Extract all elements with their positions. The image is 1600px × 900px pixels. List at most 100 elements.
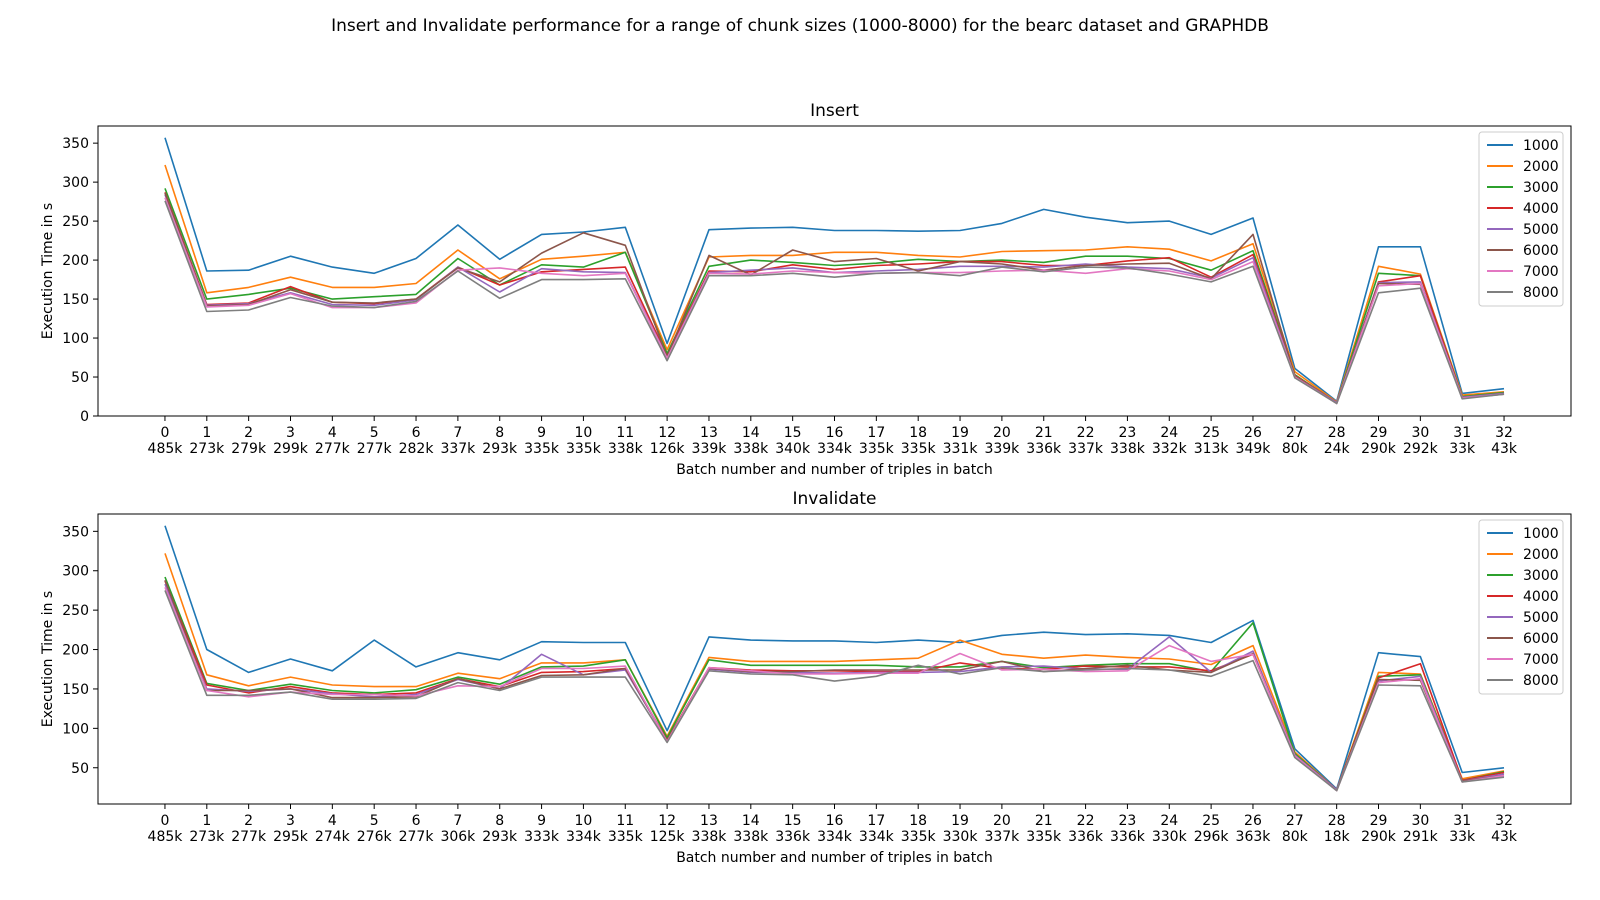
x-tick-sublabel: 339k xyxy=(984,441,1020,457)
x-tick-sublabel: 330k xyxy=(943,829,979,845)
x-tick-sublabel: 333k xyxy=(524,829,560,845)
x-tick-sublabel: 335k xyxy=(901,441,937,457)
series-line-8000 xyxy=(164,590,1505,792)
x-tick-sublabel: 334k xyxy=(817,829,853,845)
x-tick-sublabel: 33k xyxy=(1449,829,1476,845)
x-tick-sublabel: 313k xyxy=(1194,441,1230,457)
x-tick-label: 16 xyxy=(826,425,844,441)
x-tick-label: 3 xyxy=(286,813,295,829)
x-tick-label: 25 xyxy=(1202,425,1220,441)
legend-label-1000: 1000 xyxy=(1523,526,1559,542)
x-tick-sublabel: 125k xyxy=(650,829,686,845)
x-tick-sublabel: 337k xyxy=(984,829,1020,845)
legend-label-3000: 3000 xyxy=(1523,568,1559,584)
x-tick-label: 27 xyxy=(1286,813,1304,829)
y-axis-label: Execution Time in s xyxy=(40,591,56,727)
x-tick-sublabel: 80k xyxy=(1282,441,1309,457)
x-tick-sublabel: 334k xyxy=(566,829,602,845)
x-tick-label: 21 xyxy=(1035,425,1053,441)
y-tick-label: 300 xyxy=(62,175,89,191)
y-tick-label: 150 xyxy=(62,682,89,698)
x-tick-label: 1 xyxy=(202,813,211,829)
x-tick-label: 9 xyxy=(537,813,546,829)
x-tick-label: 9 xyxy=(537,425,546,441)
x-tick-sublabel: 293k xyxy=(482,441,518,457)
legend-label-1000: 1000 xyxy=(1523,138,1559,154)
series-line-5000 xyxy=(164,194,1505,404)
legend: 1000 2000 3000 4000 5000 6000 7000 8000 xyxy=(1478,131,1564,307)
x-tick-label: 7 xyxy=(453,813,462,829)
x-tick-label: 4 xyxy=(328,813,337,829)
x-tick-label: 5 xyxy=(370,813,379,829)
x-tick-sublabel: 290k xyxy=(1361,829,1397,845)
chart-title: Insert xyxy=(810,101,859,121)
x-tick-label: 15 xyxy=(784,813,802,829)
x-tick-sublabel: 338k xyxy=(608,441,644,457)
y-tick-label: 100 xyxy=(62,721,89,737)
y-tick-label: 300 xyxy=(62,564,89,580)
x-tick-sublabel: 335k xyxy=(1026,829,1062,845)
x-tick-label: 15 xyxy=(784,425,802,441)
x-tick-sublabel: 363k xyxy=(1236,829,1272,845)
series-line-8000 xyxy=(164,200,1505,405)
x-tick-sublabel: 485k xyxy=(148,829,184,845)
x-tick-label: 14 xyxy=(742,813,760,829)
x-tick-label: 28 xyxy=(1328,813,1346,829)
legend-label-2000: 2000 xyxy=(1523,547,1559,563)
legend: 1000 2000 3000 4000 5000 6000 7000 8000 xyxy=(1478,519,1564,695)
x-tick-label: 0 xyxy=(160,813,169,829)
x-tick-sublabel: 295k xyxy=(273,829,309,845)
x-tick-sublabel: 334k xyxy=(859,829,895,845)
series-line-3000 xyxy=(164,576,1505,791)
x-tick-label: 4 xyxy=(328,425,337,441)
x-tick-label: 21 xyxy=(1035,813,1053,829)
x-tick-sublabel: 299k xyxy=(273,441,309,457)
x-tick-label: 24 xyxy=(1160,425,1178,441)
x-tick-sublabel: 335k xyxy=(566,441,602,457)
x-tick-sublabel: 332k xyxy=(1152,441,1188,457)
x-tick-sublabel: 274k xyxy=(315,829,351,845)
legend-label-7000: 7000 xyxy=(1523,652,1559,668)
x-tick-label: 6 xyxy=(412,813,421,829)
y-tick-label: 350 xyxy=(62,136,89,152)
x-tick-label: 19 xyxy=(951,425,969,441)
y-tick-label: 100 xyxy=(62,331,89,347)
x-tick-sublabel: 336k xyxy=(1068,829,1104,845)
series-line-7000 xyxy=(164,586,1505,792)
x-tick-label: 30 xyxy=(1411,425,1429,441)
x-tick-label: 18 xyxy=(909,813,927,829)
x-tick-label: 22 xyxy=(1077,425,1095,441)
x-tick-sublabel: 337k xyxy=(440,441,476,457)
x-tick-sublabel: 335k xyxy=(901,829,937,845)
x-tick-label: 32 xyxy=(1495,813,1513,829)
x-tick-label: 2 xyxy=(244,813,253,829)
x-tick-label: 0 xyxy=(160,425,169,441)
y-tick-label: 250 xyxy=(62,603,89,619)
x-tick-label: 22 xyxy=(1077,813,1095,829)
x-tick-label: 23 xyxy=(1119,813,1137,829)
x-tick-sublabel: 292k xyxy=(1403,441,1439,457)
x-tick-sublabel: 24k xyxy=(1324,441,1351,457)
axes-frame xyxy=(97,513,1572,805)
x-tick-sublabel: 277k xyxy=(357,441,393,457)
x-tick-sublabel: 296k xyxy=(1194,829,1230,845)
x-tick-label: 28 xyxy=(1328,425,1346,441)
x-tick-label: 30 xyxy=(1411,813,1429,829)
x-tick-sublabel: 33k xyxy=(1449,441,1476,457)
x-tick-label: 20 xyxy=(993,813,1011,829)
x-tick-label: 27 xyxy=(1286,425,1304,441)
x-tick-label: 18 xyxy=(909,425,927,441)
x-tick-sublabel: 276k xyxy=(357,829,393,845)
x-tick-label: 17 xyxy=(867,813,885,829)
x-tick-sublabel: 291k xyxy=(1403,829,1439,845)
legend-label-6000: 6000 xyxy=(1523,243,1559,259)
y-tick-label: 50 xyxy=(71,761,89,777)
y-tick-label: 200 xyxy=(62,643,89,659)
legend-label-5000: 5000 xyxy=(1523,610,1559,626)
x-tick-sublabel: 277k xyxy=(231,829,267,845)
x-tick-sublabel: 337k xyxy=(1068,441,1104,457)
x-tick-label: 29 xyxy=(1370,813,1388,829)
x-axis-label: Batch number and number of triples in ba… xyxy=(676,462,993,478)
x-tick-label: 19 xyxy=(951,813,969,829)
legend-label-4000: 4000 xyxy=(1523,589,1559,605)
